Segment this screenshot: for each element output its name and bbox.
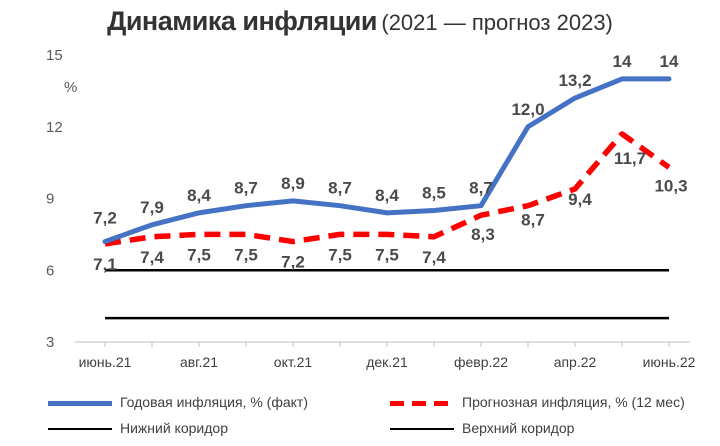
data-label-actual: 8,7 [328, 179, 352, 198]
x-tick-label: июнь.22 [643, 354, 696, 370]
data-label-forecast: 7,1 [93, 255, 117, 274]
chart-title: Динамика инфляции (2021 — прогноз 2023) [0, 6, 720, 37]
legend-label-forecast: Прогнозная инфляция, % (12 мес) [462, 394, 685, 410]
data-label-actual: 8,4 [187, 186, 211, 205]
y-tick-label: 12 [46, 119, 63, 136]
legend-item-actual: Годовая инфляция, % (факт) [48, 394, 308, 410]
legend-label-actual: Годовая инфляция, % (факт) [120, 394, 308, 410]
data-label-actual: 8,5 [422, 183, 446, 202]
x-tick-label: окт.21 [274, 354, 313, 370]
data-label-actual: 13,2 [558, 71, 591, 90]
y-tick-label: 15 [46, 47, 63, 64]
legend-swatch-lower-corridor [48, 428, 112, 431]
y-unit-label: % [64, 79, 77, 96]
data-label-forecast: 8,7 [521, 211, 545, 230]
data-label-forecast: 7,5 [187, 245, 211, 264]
data-label-actual: 8,7 [234, 179, 258, 198]
data-label-actual: 14 [660, 52, 679, 71]
data-label-forecast: 7,2 [281, 253, 305, 272]
data-label-actual: 8,4 [375, 186, 399, 205]
legend-item-forecast: Прогнозная инфляция, % (12 мес) [390, 394, 685, 410]
series-line-forecast [104, 131, 671, 247]
data-label-actual: 8,7 [469, 179, 493, 198]
legend-swatch-actual [48, 400, 112, 406]
data-label-actual: 14 [613, 52, 632, 71]
y-tick-label: 3 [46, 334, 54, 351]
data-label-forecast: 7,5 [328, 245, 352, 264]
chart-title-main: Динамика инфляции [107, 6, 377, 36]
x-tick-label: апр.22 [554, 354, 597, 370]
data-label-forecast: 9,4 [568, 190, 592, 209]
data-label-forecast: 10,3 [654, 176, 687, 195]
data-label-actual: 7,9 [140, 198, 164, 217]
x-tick-label: февр.22 [454, 354, 508, 370]
data-label-actual: 12,0 [511, 100, 544, 119]
legend-item-lower-corridor: Нижний коридор [48, 420, 228, 436]
data-label-actual: 7,2 [93, 209, 117, 228]
data-label-actual: 8,9 [281, 174, 305, 193]
data-label-forecast: 11,7 [614, 149, 646, 168]
x-tick-label: июнь.21 [79, 354, 132, 370]
y-tick-label: 9 [46, 191, 54, 208]
y-tick-label: 6 [46, 262, 54, 279]
legend-swatch-forecast [390, 400, 454, 406]
chart-title-sub: (2021 — прогноз 2023) [381, 10, 613, 35]
series-line-actual [102, 76, 672, 245]
legend-swatch-upper-corridor [390, 428, 454, 431]
data-label-forecast: 7,5 [234, 245, 258, 264]
legend-label-upper-corridor: Верхний коридор [462, 420, 575, 436]
legend-item-upper-corridor: Верхний коридор [390, 420, 574, 436]
legend-label-lower-corridor: Нижний коридор [120, 420, 228, 436]
data-label-forecast: 7,5 [375, 245, 399, 264]
data-label-forecast: 7,4 [422, 248, 446, 267]
x-tick-label: авг.21 [180, 354, 218, 370]
x-tick-label: дек.21 [366, 354, 408, 370]
data-label-forecast: 8,3 [471, 225, 495, 244]
data-label-forecast: 7,4 [140, 248, 164, 267]
